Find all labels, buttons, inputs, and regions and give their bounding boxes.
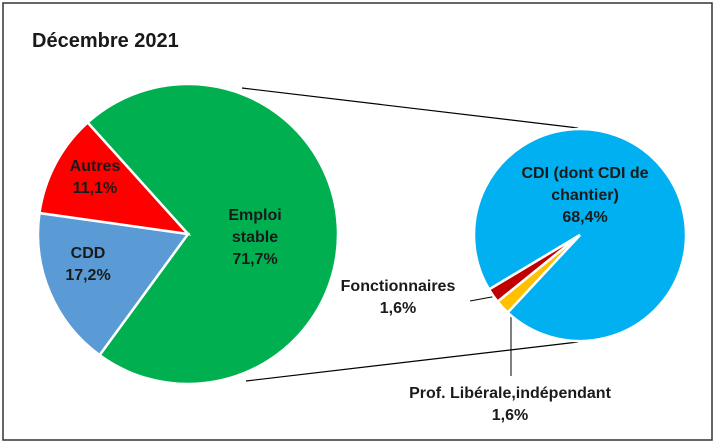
data-label: CDD 17,2% [53, 243, 123, 287]
pie-slice [85, 82, 340, 386]
label-value: 1,6% [379, 300, 417, 317]
chart-title: Décembre 2021 [32, 30, 179, 52]
connector [245, 341, 579, 382]
label-value: 11,1% [72, 180, 118, 197]
data-label: Fonctionnaires 1,6% [318, 276, 478, 320]
label-name: Prof. Libérale,indépendant [409, 385, 611, 402]
label-value: 71,7% [232, 251, 278, 268]
pie-slice [36, 211, 191, 357]
data-label: CDI (dont CDI de chantier) 68,4% [510, 163, 660, 229]
data-label: Emploi stable 71,7% [215, 205, 295, 271]
label-value: 17,2% [65, 267, 111, 284]
label-name: CDD [70, 245, 106, 262]
label-name: Emploi stable [228, 207, 282, 246]
label-value: 1,6% [491, 407, 529, 424]
connector [241, 87, 579, 129]
label-value: 68,4% [562, 209, 608, 226]
pie-slice [38, 120, 192, 236]
label-name: Autres [69, 158, 121, 175]
pie-slice [495, 234, 581, 315]
slices [36, 82, 688, 386]
data-label: Autres 11,1% [60, 156, 130, 200]
label-name: CDI (dont CDI de chantier) [521, 165, 649, 204]
data-label: Prof. Libérale,indépendant 1,6% [380, 383, 640, 427]
label-name: Fonctionnaires [340, 278, 456, 295]
